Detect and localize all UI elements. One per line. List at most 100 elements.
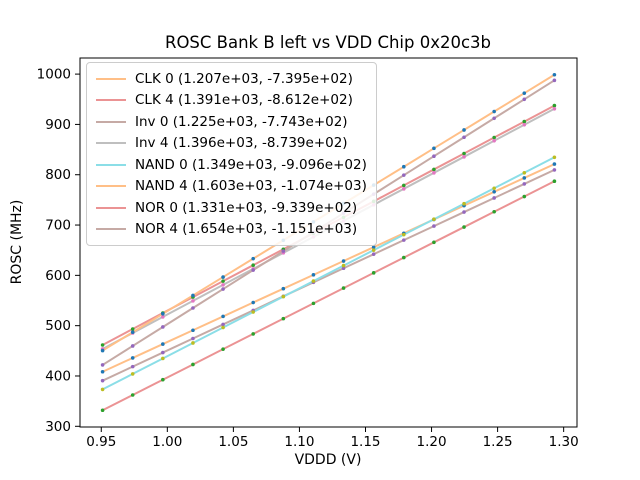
data-point bbox=[492, 189, 496, 194]
data-point bbox=[402, 173, 406, 177]
legend-line-swatch bbox=[96, 185, 126, 188]
data-point bbox=[130, 372, 135, 376]
data-point bbox=[251, 256, 255, 261]
legend-item-label: CLK 0 (1.207e+03, -7.395e+02) bbox=[135, 70, 353, 87]
data-point bbox=[371, 245, 376, 249]
x-axis-label: VDDD (V) bbox=[294, 452, 362, 468]
data-point bbox=[130, 393, 135, 397]
data-point bbox=[432, 146, 436, 151]
data-point bbox=[522, 194, 527, 199]
legend-item-label: CLK 4 (1.391e+03, -8.612e+02) bbox=[135, 92, 353, 109]
data-point bbox=[432, 224, 436, 228]
data-point bbox=[402, 187, 406, 191]
legend-item-inv-0: Inv 0 (1.225e+03, -7.743e+02) bbox=[96, 111, 367, 133]
data-point bbox=[100, 378, 105, 383]
data-point bbox=[311, 301, 316, 306]
data-point bbox=[100, 343, 105, 347]
data-point bbox=[432, 171, 436, 175]
y-axis-tick-label: 700 bbox=[45, 218, 71, 234]
data-point bbox=[100, 363, 105, 367]
legend-item-label: NOR 0 (1.331e+03, -9.339e+02) bbox=[135, 199, 358, 216]
data-point bbox=[522, 170, 527, 175]
legend-line-swatch bbox=[96, 99, 126, 102]
legend-item-nand-4: NAND 4 (1.603e+03, -1.074e+03) bbox=[96, 176, 367, 198]
data-point bbox=[492, 138, 496, 143]
legend-item-label: NAND 0 (1.349e+03, -9.096e+02) bbox=[135, 156, 367, 173]
data-point bbox=[402, 164, 406, 169]
data-point bbox=[161, 356, 165, 361]
data-point bbox=[402, 238, 406, 242]
data-point bbox=[100, 369, 105, 374]
y-axis-tick-label: 500 bbox=[45, 318, 71, 334]
data-point bbox=[522, 91, 527, 95]
data-point bbox=[161, 342, 165, 346]
data-point bbox=[311, 279, 316, 283]
data-point bbox=[341, 259, 346, 263]
data-point bbox=[432, 167, 436, 172]
series-line-clk-0 bbox=[101, 163, 556, 373]
legend-item-label: Inv 0 (1.225e+03, -7.743e+02) bbox=[135, 113, 348, 130]
data-point bbox=[522, 182, 527, 186]
data-point bbox=[130, 330, 135, 335]
y-axis-tick-label: 1000 bbox=[37, 67, 71, 83]
data-point bbox=[552, 72, 557, 77]
y-axis-tick-label: 400 bbox=[45, 368, 71, 384]
y-axis-label: ROSC (MHz) bbox=[9, 199, 25, 285]
y-axis-tick-label: 800 bbox=[45, 167, 71, 183]
data-point bbox=[432, 154, 436, 159]
data-point bbox=[161, 311, 165, 316]
data-point bbox=[522, 176, 527, 180]
data-point bbox=[251, 263, 255, 267]
data-point bbox=[522, 97, 527, 102]
data-point bbox=[191, 306, 195, 310]
legend-line-swatch bbox=[96, 206, 126, 209]
data-point bbox=[492, 186, 496, 191]
data-point bbox=[221, 325, 225, 330]
data-point bbox=[432, 217, 436, 222]
data-point bbox=[552, 78, 557, 83]
x-axis-tick-label: 1.00 bbox=[152, 434, 182, 450]
data-point bbox=[251, 310, 255, 314]
data-point bbox=[552, 168, 557, 172]
x-axis-tick-label: 1.20 bbox=[417, 434, 447, 450]
data-point bbox=[221, 283, 225, 287]
data-point bbox=[130, 356, 135, 360]
data-point bbox=[462, 151, 466, 156]
data-point bbox=[552, 103, 557, 108]
data-point bbox=[221, 275, 225, 279]
data-point bbox=[432, 240, 436, 245]
axes-frame bbox=[79, 57, 578, 428]
data-point bbox=[281, 294, 286, 299]
legend-item-nor-0: NOR 0 (1.331e+03, -9.339e+02) bbox=[96, 197, 367, 219]
data-point bbox=[402, 232, 406, 237]
legend-line-swatch bbox=[96, 228, 126, 231]
data-point bbox=[371, 271, 376, 275]
data-point bbox=[161, 325, 165, 329]
data-point bbox=[341, 266, 346, 271]
data-point bbox=[522, 122, 527, 127]
data-point bbox=[522, 119, 527, 124]
legend-item-label: NAND 4 (1.603e+03, -1.074e+03) bbox=[135, 178, 367, 195]
data-point bbox=[281, 249, 286, 253]
data-point bbox=[552, 106, 557, 111]
data-point bbox=[161, 350, 165, 355]
data-point bbox=[552, 179, 557, 184]
data-point bbox=[371, 248, 376, 252]
data-point bbox=[462, 128, 466, 132]
data-point bbox=[191, 293, 195, 298]
data-point bbox=[130, 344, 135, 348]
series-line-nor-0 bbox=[101, 180, 556, 412]
data-point bbox=[492, 109, 496, 114]
legend: CLK 0 (1.207e+03, -7.395e+02) CLK 4 (1.3… bbox=[86, 62, 377, 246]
data-point bbox=[100, 408, 105, 413]
data-point bbox=[251, 332, 255, 336]
legend-item-inv-4: Inv 4 (1.396e+03, -8.739e+02) bbox=[96, 133, 367, 155]
x-axis-tick-label: 1.30 bbox=[549, 434, 579, 450]
data-point bbox=[492, 209, 496, 214]
legend-line-swatch bbox=[96, 120, 126, 123]
data-point bbox=[492, 135, 496, 140]
data-point bbox=[552, 155, 557, 160]
data-point bbox=[462, 155, 466, 159]
data-point bbox=[492, 116, 496, 121]
legend-item-label: Inv 4 (1.396e+03, -8.739e+02) bbox=[135, 135, 348, 152]
